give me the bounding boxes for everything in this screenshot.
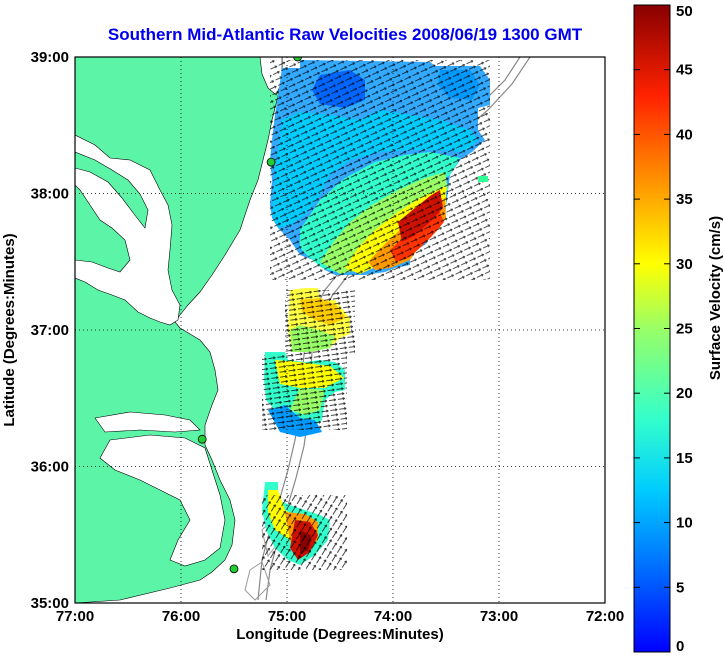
- radar-station-marker: [266, 157, 276, 167]
- chart-title: Southern Mid-Atlantic Raw Velocities 200…: [108, 25, 583, 44]
- colorbar-label: Surface Velocity (cm/s): [707, 216, 724, 380]
- radar-station-marker: [229, 564, 239, 574]
- x-tick-labels: 77:00 76:00 75:00 74:00 73:00 72:00: [56, 608, 624, 625]
- radar-station-marker: [293, 57, 302, 62]
- radar-stations: [197, 57, 302, 574]
- bathymetry-contour: [244, 561, 271, 601]
- y-tick-labels: 39:00 38:00 37:00 36:00 35:00: [31, 49, 69, 612]
- colorbar-tick-label: 35: [676, 191, 693, 208]
- x-tick-label: 75:00: [268, 608, 306, 625]
- albemarle-sound: [94, 411, 201, 433]
- colorbar-tick-label: 5: [676, 579, 684, 596]
- x-tick-label: 74:00: [374, 608, 412, 625]
- colorbar-tick-label: 45: [676, 62, 693, 79]
- colorbar-tick-label: 50: [676, 3, 693, 20]
- plot-border: [74, 56, 606, 604]
- velocity-field-north: [270, 60, 490, 280]
- y-tick-label: 36:00: [31, 459, 69, 476]
- colorbar-tick-label: 10: [676, 515, 693, 532]
- colorbar-tick-label: 20: [676, 385, 693, 402]
- x-tick-label: 77:00: [56, 608, 94, 625]
- colorbar-tick-label: 30: [676, 256, 693, 273]
- y-tick-label: 35:00: [31, 595, 69, 612]
- x-axis-label: Longitude (Degrees:Minutes): [236, 626, 444, 643]
- colorbar-tick-label: 0: [676, 638, 684, 655]
- colorbar-tick-label: 15: [676, 450, 693, 467]
- y-tick-label: 37:00: [31, 322, 69, 339]
- velocity-field-middle-upper: [285, 288, 355, 355]
- grid-lines: [75, 57, 605, 603]
- chesapeake-bay: [75, 134, 181, 326]
- radar-station-marker: [197, 434, 207, 444]
- y-tick-label: 39:00: [31, 49, 69, 66]
- map-layers: [75, 57, 531, 603]
- colorbar-tick-label: 25: [676, 321, 693, 338]
- colorbar-tick-labels: 0 5 10 15 20 25 30 35 40 45 50: [634, 3, 693, 655]
- y-tick-label: 38:00: [31, 186, 69, 203]
- x-tick-label: 73:00: [480, 608, 518, 625]
- pamlico-sound: [99, 434, 226, 567]
- y-axis-label: Latitude (Degrees:Minutes): [1, 233, 18, 426]
- velocity-field-south: [262, 482, 347, 570]
- x-tick-label: 72:00: [586, 608, 624, 625]
- x-tick-label: 76:00: [162, 608, 200, 625]
- colorbar-tick-label: 40: [676, 126, 693, 143]
- velocity-field-middle-lower: [262, 352, 347, 437]
